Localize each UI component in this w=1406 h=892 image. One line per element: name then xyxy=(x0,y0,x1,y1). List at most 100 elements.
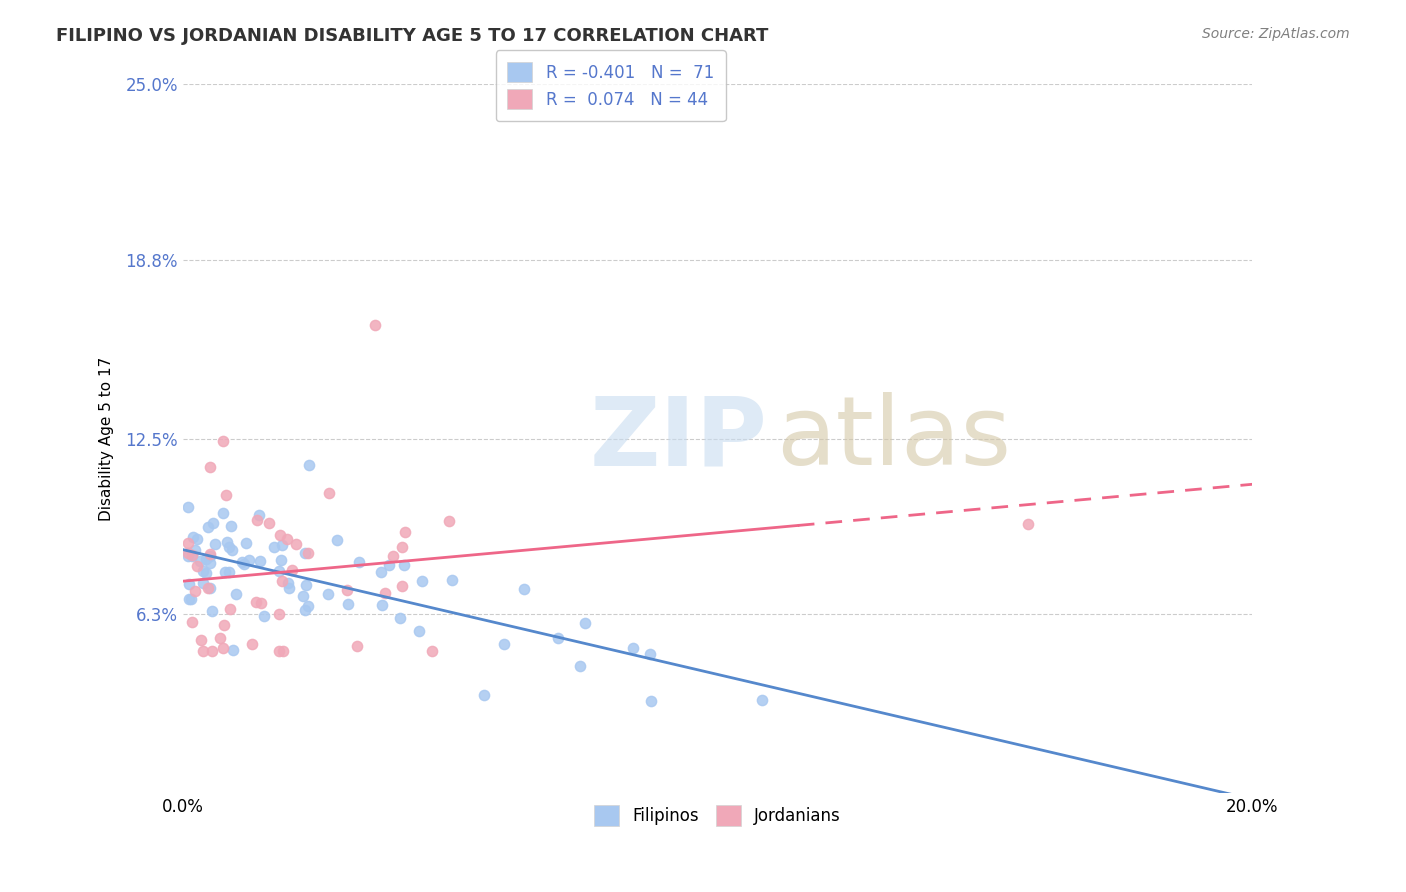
Point xyxy=(547,631,569,645)
Point xyxy=(250,595,273,609)
Point xyxy=(408,624,430,638)
Point xyxy=(235,536,257,550)
Point xyxy=(364,318,387,333)
Point xyxy=(623,641,645,656)
Point xyxy=(201,643,224,657)
Point xyxy=(249,554,271,568)
Point xyxy=(269,644,291,658)
Point xyxy=(569,659,592,673)
Point xyxy=(190,633,212,648)
Point xyxy=(411,574,433,588)
Point xyxy=(200,556,222,570)
Point xyxy=(377,558,399,573)
Point xyxy=(179,577,201,591)
Point xyxy=(198,547,221,561)
Point xyxy=(177,546,200,560)
Point xyxy=(238,553,260,567)
Point xyxy=(326,533,349,548)
Point xyxy=(198,582,221,596)
Point xyxy=(440,573,463,587)
Point xyxy=(371,598,394,612)
Point xyxy=(297,546,319,560)
Point xyxy=(233,558,256,572)
Point xyxy=(201,516,224,531)
Point xyxy=(198,549,221,563)
Point xyxy=(245,595,267,609)
Point xyxy=(177,536,200,550)
Point xyxy=(214,617,236,632)
Point xyxy=(193,564,215,578)
Text: Source: ZipAtlas.com: Source: ZipAtlas.com xyxy=(1202,27,1350,41)
Point xyxy=(246,513,269,527)
Point xyxy=(188,554,211,568)
Point xyxy=(209,632,232,646)
Point xyxy=(215,534,238,549)
Point xyxy=(276,532,298,546)
Point xyxy=(201,604,224,618)
Point xyxy=(638,648,661,662)
Point xyxy=(186,558,208,573)
Point xyxy=(271,644,294,658)
Point xyxy=(197,581,219,595)
Point xyxy=(218,565,240,579)
Point xyxy=(212,434,235,448)
Point xyxy=(574,615,596,630)
Point xyxy=(186,532,208,546)
Point xyxy=(291,589,314,603)
Point xyxy=(191,644,214,658)
Point xyxy=(472,688,495,702)
Point xyxy=(370,566,392,580)
Point xyxy=(184,543,207,558)
Point xyxy=(277,575,299,590)
Point xyxy=(221,543,243,558)
Point xyxy=(318,486,340,500)
Text: atlas: atlas xyxy=(776,392,1011,485)
Point xyxy=(183,584,205,599)
Point xyxy=(198,459,221,474)
Point xyxy=(179,591,201,606)
Point xyxy=(218,540,240,554)
Point xyxy=(204,537,226,551)
Point xyxy=(181,615,204,630)
Point xyxy=(295,577,318,591)
Point xyxy=(281,563,304,577)
Point xyxy=(512,582,534,596)
Point xyxy=(394,524,416,539)
Point xyxy=(231,555,253,569)
Point xyxy=(269,528,291,542)
Point xyxy=(392,558,415,573)
Y-axis label: Disability Age 5 to 17: Disability Age 5 to 17 xyxy=(100,357,114,521)
Point xyxy=(347,555,370,569)
Point xyxy=(181,549,204,563)
Point xyxy=(214,565,236,579)
Point xyxy=(388,611,411,625)
Point xyxy=(391,540,413,554)
Point xyxy=(181,548,204,562)
Point xyxy=(212,507,235,521)
Point xyxy=(437,514,460,528)
Point xyxy=(751,693,773,707)
Text: FILIPINO VS JORDANIAN DISABILITY AGE 5 TO 17 CORRELATION CHART: FILIPINO VS JORDANIAN DISABILITY AGE 5 T… xyxy=(56,27,769,45)
Point xyxy=(247,508,270,523)
Point xyxy=(181,530,204,544)
Point xyxy=(177,549,200,564)
Point xyxy=(197,520,219,534)
Point xyxy=(191,575,214,590)
Point xyxy=(269,607,291,621)
Point xyxy=(374,586,396,600)
Point xyxy=(222,642,245,657)
Point xyxy=(277,581,299,595)
Point xyxy=(640,694,662,708)
Point xyxy=(194,552,217,566)
Legend: Filipinos, Jordanians: Filipinos, Jordanians xyxy=(586,797,849,834)
Point xyxy=(316,587,339,601)
Point xyxy=(253,608,276,623)
Point xyxy=(211,641,233,656)
Text: ZIP: ZIP xyxy=(589,392,768,485)
Point xyxy=(257,516,280,530)
Point xyxy=(221,519,243,533)
Point xyxy=(194,566,217,581)
Point xyxy=(420,644,443,658)
Point xyxy=(294,546,316,560)
Point xyxy=(336,597,359,611)
